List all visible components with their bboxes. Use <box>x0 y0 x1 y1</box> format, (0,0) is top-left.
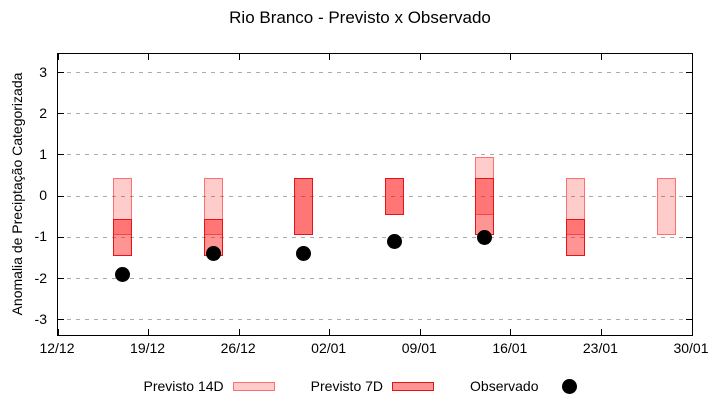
y-tick-label: 3 <box>39 63 47 80</box>
y-tick-mark <box>686 319 692 321</box>
x-tick-label: 19/12 <box>130 340 166 356</box>
previsto-14d-swatch-icon <box>232 381 275 391</box>
y-tick-mark <box>58 278 64 280</box>
legend-item-previsto-7d: Previsto 7D <box>310 378 435 394</box>
y-tick-mark <box>686 236 692 238</box>
gridline <box>58 319 692 321</box>
x-tick-label: 26/12 <box>220 340 256 356</box>
x-tick-mark <box>57 54 59 60</box>
y-tick-mark <box>686 72 692 74</box>
legend-label-observado: Observado <box>470 378 539 394</box>
chart-title: Rio Branco - Previsto x Observado <box>229 8 491 27</box>
previsto-7d-bar <box>384 177 404 215</box>
y-tick-label: -1 <box>34 228 47 245</box>
gridline <box>58 113 692 115</box>
legend: Previsto 14D Previsto 7D Observado <box>0 378 720 394</box>
legend-item-previsto-14d: Previsto 14D <box>144 378 275 394</box>
x-tick-label: 23/01 <box>582 340 618 356</box>
x-tick-mark <box>691 54 693 60</box>
x-tick-mark <box>419 329 421 335</box>
y-tick-label: -2 <box>34 269 47 286</box>
x-tick-label: 16/01 <box>492 340 528 356</box>
x-tick-mark <box>148 54 150 60</box>
y-tick-label: -3 <box>34 310 47 327</box>
previsto-14d-bar <box>203 177 223 236</box>
x-tick-mark <box>238 54 240 60</box>
plot-area <box>57 53 693 336</box>
x-tick-mark <box>691 329 693 335</box>
y-tick-mark <box>58 72 64 74</box>
legend-label-previsto-7d: Previsto 7D <box>310 378 384 394</box>
previsto-7d-bar <box>294 177 314 236</box>
gridline <box>58 278 692 280</box>
observado-point <box>115 266 131 282</box>
y-tick-mark <box>686 154 692 156</box>
observado-point <box>386 233 402 249</box>
y-tick-mark <box>686 113 692 115</box>
previsto-14d-bar <box>656 177 676 236</box>
x-tick-mark <box>148 329 150 335</box>
x-tick-mark <box>510 54 512 60</box>
x-tick-mark <box>57 329 59 335</box>
x-tick-label: 02/01 <box>311 340 347 356</box>
x-tick-mark <box>600 329 602 335</box>
x-tick-mark <box>510 329 512 335</box>
y-tick-mark <box>58 154 64 156</box>
x-tick-label: 30/01 <box>673 340 709 356</box>
previsto-7d-swatch-icon <box>392 381 435 391</box>
previsto-7d-bar <box>566 218 586 256</box>
previsto-7d-bar <box>113 218 133 256</box>
y-tick-mark <box>58 195 64 197</box>
x-tick-mark <box>600 54 602 60</box>
gridline <box>58 154 692 156</box>
gridline <box>58 236 692 238</box>
observado-point <box>205 246 221 262</box>
x-tick-mark <box>238 329 240 335</box>
x-tick-mark <box>329 329 331 335</box>
previsto-14d-bar <box>113 177 133 236</box>
y-tick-mark <box>58 319 64 321</box>
gridline <box>58 195 692 197</box>
x-tick-label: 12/12 <box>39 340 75 356</box>
previsto-14d-bar <box>566 177 586 236</box>
observado-dot-icon <box>561 378 577 394</box>
previsto-7d-bar <box>475 177 495 236</box>
y-tick-label: 0 <box>39 187 47 204</box>
x-tick-label: 09/01 <box>401 340 437 356</box>
observado-point <box>296 246 312 262</box>
y-tick-label: 2 <box>39 104 47 121</box>
y-tick-label: 1 <box>39 145 47 162</box>
legend-item-observado: Observado <box>470 378 577 394</box>
x-tick-mark <box>329 54 331 60</box>
y-tick-mark <box>686 278 692 280</box>
legend-label-previsto-14d: Previsto 14D <box>143 378 224 394</box>
y-tick-mark <box>58 236 64 238</box>
gridline <box>58 72 692 74</box>
y-tick-mark <box>58 113 64 115</box>
y-tick-mark <box>686 195 692 197</box>
observado-point <box>477 229 493 245</box>
x-tick-mark <box>419 54 421 60</box>
